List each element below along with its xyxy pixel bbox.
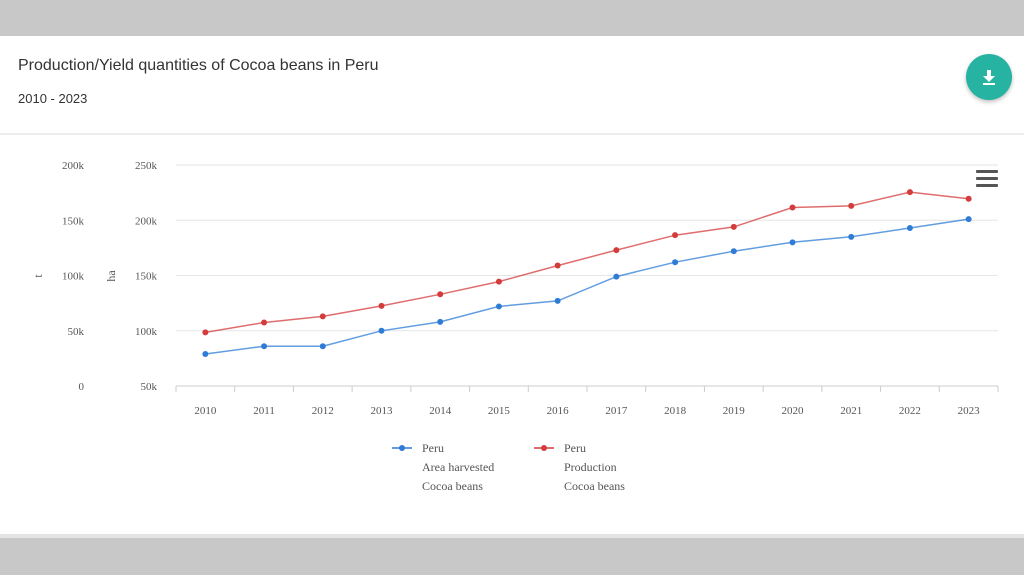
data-point-area-harvested — [613, 273, 620, 280]
data-point-area-harvested — [730, 248, 737, 255]
x-tick-label: 2015 — [488, 405, 511, 417]
data-point-area-harvested — [378, 327, 385, 334]
data-point-production — [906, 189, 913, 196]
data-point-area-harvested — [437, 318, 444, 325]
data-point-area-harvested — [848, 233, 855, 240]
series-group — [202, 189, 972, 357]
x-tick-label: 2019 — [723, 405, 746, 417]
x-tick-label: 2011 — [253, 405, 275, 417]
right-tick-label: 100k — [135, 326, 158, 338]
data-point-production — [554, 262, 561, 269]
hamburger-menu-icon — [976, 170, 998, 173]
data-point-production — [319, 313, 326, 320]
chart-subtitle: 2010 - 2023 — [18, 91, 88, 106]
bottom-strip — [0, 534, 1024, 538]
data-point-area-harvested — [261, 343, 268, 350]
x-tick-label: 2023 — [958, 405, 981, 417]
data-point-area-harvested — [554, 297, 561, 304]
data-point-production — [730, 223, 737, 230]
legend-label-area-harvested: Peru — [422, 441, 444, 455]
x-tick-label: 2022 — [899, 405, 921, 417]
data-point-production — [848, 202, 855, 209]
x-tick-label: 2010 — [194, 405, 217, 417]
legend-label-production: Peru — [564, 441, 586, 455]
data-point-production — [202, 329, 209, 336]
series-line-production — [205, 191, 969, 334]
x-tick-label: 2017 — [605, 405, 628, 417]
right-tick-label: 150k — [135, 271, 158, 283]
legend-marker-area-harvested — [399, 445, 405, 451]
data-point-production — [437, 291, 444, 298]
left-tick-label: 0 — [79, 381, 85, 393]
chart-legend: Peru Area harvested Cocoa beans Peru Product… — [392, 441, 625, 493]
data-point-area-harvested — [202, 350, 209, 357]
data-point-production — [965, 195, 972, 202]
series-line-area-harvested — [205, 218, 969, 355]
data-point-production — [613, 247, 620, 254]
data-point-production — [789, 204, 796, 211]
legend-marker-production — [541, 445, 547, 451]
data-point-area-harvested — [319, 343, 326, 350]
data-point-production — [495, 278, 502, 285]
left-tick-label: 150k — [62, 215, 85, 227]
left-tick-label: 50k — [68, 326, 85, 338]
left-axis-ticks: 0 50k 100k 150k 200k — [62, 160, 85, 393]
right-tick-label: 200k — [135, 215, 158, 227]
left-tick-label: 100k — [62, 271, 85, 283]
data-point-production — [261, 319, 268, 326]
data-point-area-harvested — [672, 259, 679, 266]
data-point-area-harvested — [906, 224, 913, 231]
chart-menu-button[interactable] — [976, 170, 998, 188]
chart-title: Production/Yield quantities of Cocoa bea… — [18, 57, 379, 74]
line-chart: 0 50k 100k 150k 200k 50k 100k 150k 200k 250k t h… — [31, 160, 999, 493]
legend-label-production: Production — [564, 460, 617, 474]
download-icon — [983, 70, 995, 85]
grid-lines — [176, 164, 998, 387]
left-tick-label: 200k — [62, 160, 85, 172]
data-point-production — [672, 232, 679, 239]
x-tick-label: 2013 — [371, 405, 394, 417]
legend-label-area-harvested: Area harvested — [422, 460, 494, 474]
chart-header: Production/Yield quantities of Cocoa bea… — [0, 36, 1024, 135]
x-tick-label: 2021 — [840, 405, 862, 417]
data-point-area-harvested — [789, 239, 796, 246]
right-axis-label: ha — [104, 270, 118, 282]
download-button[interactable] — [966, 54, 1012, 100]
x-tick-label: 2016 — [547, 405, 570, 417]
data-point-area-harvested — [495, 303, 502, 310]
chart-card: Production/Yield quantities of Cocoa bea… — [0, 36, 1024, 534]
legend-label-area-harvested: Cocoa beans — [422, 479, 483, 493]
x-tick-label: 2012 — [312, 405, 334, 417]
data-point-production — [378, 302, 385, 309]
left-axis-label: t — [31, 274, 45, 278]
x-tick-label: 2018 — [664, 405, 687, 417]
x-axis-ticks: 2010 2011 2012 2013 2014 2015 2016 2017 2018 2019… — [175, 386, 999, 417]
x-tick-label: 2014 — [429, 405, 452, 417]
data-point-area-harvested — [965, 216, 972, 223]
right-tick-label: 250k — [135, 160, 158, 172]
legend-label-production: Cocoa beans — [564, 479, 625, 493]
right-tick-label: 50k — [141, 381, 158, 393]
x-tick-label: 2020 — [782, 405, 805, 417]
right-axis-ticks: 50k 100k 150k 200k 250k — [135, 160, 158, 393]
